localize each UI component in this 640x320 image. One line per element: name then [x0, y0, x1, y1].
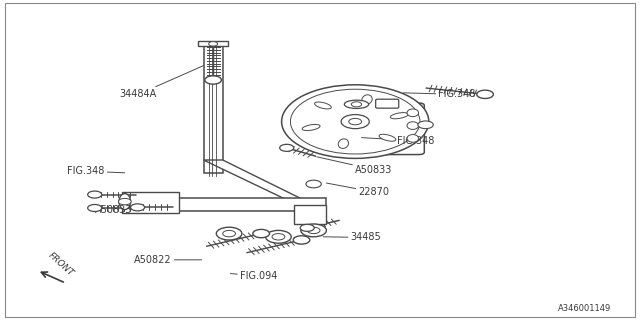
- Text: A50833: A50833: [95, 204, 138, 215]
- Text: FIG.348: FIG.348: [67, 166, 125, 176]
- Text: 34485: 34485: [323, 232, 381, 243]
- Text: FIG.348: FIG.348: [403, 89, 476, 100]
- Circle shape: [88, 191, 102, 198]
- Ellipse shape: [362, 95, 372, 104]
- Ellipse shape: [119, 194, 131, 210]
- Circle shape: [205, 76, 221, 84]
- Text: 34484A: 34484A: [120, 66, 204, 100]
- Text: FRONT: FRONT: [47, 251, 76, 278]
- Polygon shape: [173, 198, 326, 211]
- Circle shape: [306, 180, 321, 188]
- Text: A50833: A50833: [317, 157, 392, 175]
- Circle shape: [216, 227, 242, 240]
- Text: 22870: 22870: [326, 183, 389, 197]
- Ellipse shape: [338, 139, 349, 148]
- Circle shape: [282, 85, 429, 158]
- Text: FIG.094: FIG.094: [230, 271, 277, 281]
- Circle shape: [88, 204, 102, 212]
- Ellipse shape: [407, 109, 419, 117]
- Circle shape: [307, 227, 320, 234]
- Circle shape: [301, 224, 326, 237]
- Circle shape: [209, 42, 218, 46]
- Polygon shape: [204, 46, 223, 173]
- Polygon shape: [122, 192, 179, 213]
- Circle shape: [223, 230, 236, 237]
- Circle shape: [131, 204, 145, 211]
- Circle shape: [349, 118, 362, 125]
- Circle shape: [280, 144, 294, 151]
- Text: A346001149: A346001149: [558, 304, 611, 313]
- Ellipse shape: [390, 113, 408, 119]
- Circle shape: [477, 90, 493, 99]
- Ellipse shape: [302, 124, 320, 131]
- Ellipse shape: [407, 135, 419, 142]
- Text: A50822: A50822: [134, 255, 202, 265]
- Polygon shape: [294, 205, 326, 224]
- Ellipse shape: [379, 134, 396, 141]
- Circle shape: [118, 198, 131, 205]
- Circle shape: [418, 121, 433, 129]
- Ellipse shape: [314, 102, 332, 109]
- Circle shape: [266, 230, 291, 243]
- FancyBboxPatch shape: [353, 103, 424, 155]
- Circle shape: [341, 115, 369, 129]
- Ellipse shape: [407, 122, 419, 130]
- Circle shape: [300, 224, 314, 231]
- Circle shape: [253, 229, 269, 238]
- Circle shape: [272, 234, 285, 240]
- Polygon shape: [204, 160, 314, 210]
- Ellipse shape: [344, 100, 369, 108]
- Circle shape: [291, 89, 420, 154]
- Text: FIG.348: FIG.348: [362, 136, 434, 146]
- Polygon shape: [198, 41, 228, 46]
- Circle shape: [293, 236, 310, 244]
- FancyBboxPatch shape: [376, 99, 399, 108]
- Circle shape: [351, 102, 362, 107]
